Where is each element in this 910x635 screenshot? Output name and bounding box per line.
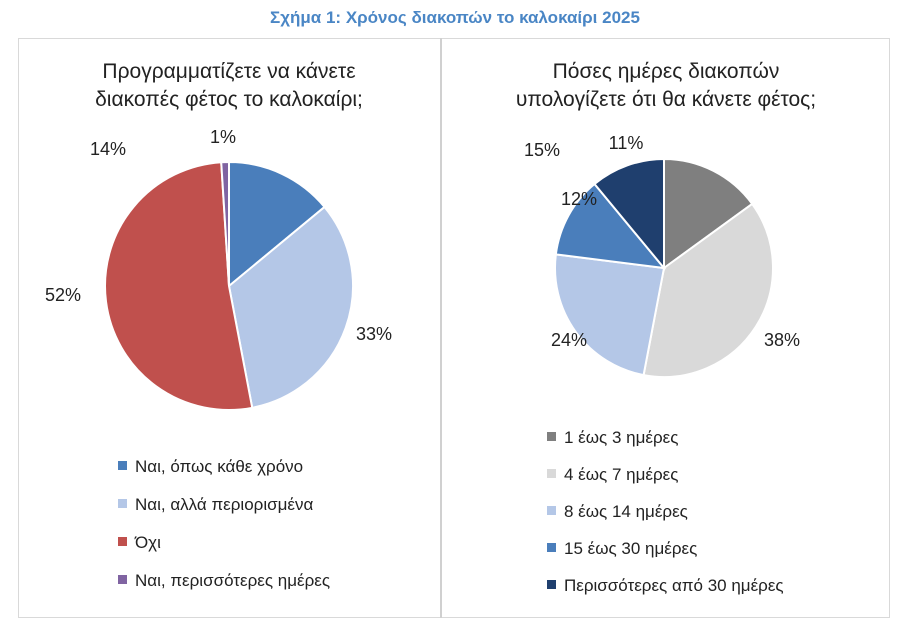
pie-slice-1-3	[554, 182, 667, 270]
pie-slice-1-2	[554, 253, 666, 377]
slice-label-1-4: 11%	[609, 133, 644, 153]
legend-item-0-0: Ναι, όπως κάθε χρόνο	[118, 455, 303, 479]
legend-label: Ναι, αλλά περιορισμένα	[135, 495, 314, 514]
slice-label-1-1: 38%	[764, 330, 800, 350]
legend-swatch	[547, 543, 556, 553]
right-chart-legend: 1 έως 3 ημέρες 4 έως 7 ημέρες 8 έως 14 ημέ…	[547, 426, 867, 616]
left-chart-panel: Προγραμματίζετε να κάνετε διακοπές φέτος…	[18, 38, 440, 618]
legend-swatch	[547, 506, 556, 516]
legend-label: Ναι, όπως κάθε χρόνο	[135, 457, 304, 476]
left-chart-title: Προγραμματίζετε να κάνετε διακοπές φέτος…	[18, 58, 440, 114]
legend-swatch	[118, 537, 127, 547]
left-chart-legend: Ναι, όπως κάθε χρόνο Ναι, αλλά περιορισμέ…	[118, 455, 418, 615]
legend-item-1-1: 4 έως 7 ημέρες	[547, 463, 678, 487]
legend-item-0-3: Ναι, περισσότερες ημέρες	[118, 569, 330, 593]
legend-label: 15 έως 30 ημέρες	[564, 539, 698, 558]
slice-label-0-2: 52%	[45, 285, 81, 305]
slice-label-1-0: 15%	[524, 140, 560, 160]
legend-label: 4 έως 7 ημέρες	[564, 465, 679, 484]
right-chart-title: Πόσες ημέρες διακοπών υπολογίζετε ότι θα…	[442, 58, 890, 114]
legend-swatch	[118, 575, 127, 585]
pie-slice-1-4	[593, 157, 665, 271]
pie-slice-0-1	[227, 205, 354, 409]
legend-label: 8 έως 14 ημέρες	[564, 502, 688, 521]
slice-label-1-2: 24%	[551, 330, 587, 350]
slice-label-0-1: 33%	[356, 324, 392, 344]
legend-label: Ναι, περισσότερες ημέρες	[135, 571, 331, 590]
legend-label: Περισσότερες από 30 ημέρες	[564, 576, 784, 595]
slice-label-0-0: 14%	[90, 139, 126, 159]
pie-slice-0-2	[104, 161, 254, 411]
legend-swatch	[118, 461, 127, 471]
legend-swatch	[118, 499, 127, 509]
right-chart-title-line-1: Πόσες ημέρες διακοπών	[552, 60, 780, 83]
slice-label-0-3: 1%	[210, 127, 236, 147]
pie-slice-1-0	[663, 157, 754, 270]
right-pie-chart: 15% 38% 24% 12% 11%	[524, 133, 800, 378]
pie-slice-0-3	[220, 160, 230, 287]
legend-swatch	[547, 432, 556, 442]
right-chart-panel: Πόσες ημέρες διακοπών υπολογίζετε ότι θα…	[442, 38, 890, 618]
slice-label-1-3: 12%	[561, 189, 597, 209]
pie-slice-1-1	[642, 202, 774, 378]
legend-item-1-2: 8 έως 14 ημέρες	[547, 500, 688, 524]
legend-item-0-1: Ναι, αλλά περιορισμένα	[118, 493, 313, 517]
legend-item-1-3: 15 έως 30 ημέρες	[547, 537, 697, 561]
legend-label: Όχι	[135, 533, 161, 552]
legend-label: 1 έως 3 ημέρες	[564, 428, 679, 447]
legend-item-1-0: 1 έως 3 ημέρες	[547, 426, 678, 450]
left-chart-title-line-2: διακοπές φέτος το καλοκαίρι;	[95, 88, 363, 111]
panel-divider	[440, 38, 442, 618]
left-chart-title-line-1: Προγραμματίζετε να κάνετε	[102, 60, 356, 83]
figure-frame	[18, 38, 890, 618]
pie-slice-0-0	[228, 160, 326, 289]
legend-item-0-2: Όχι	[118, 531, 161, 555]
legend-item-1-4: Περισσότερες από 30 ημέρες	[547, 574, 784, 598]
right-chart-title-line-2: υπολογίζετε ότι θα κάνετε φέτος;	[515, 88, 817, 111]
left-pie-chart: 14% 33% 52% 1%	[45, 127, 392, 411]
legend-swatch	[547, 580, 556, 590]
figure-title: Σχήμα 1: Χρόνος διακοπών το καλοκαίρι 20…	[270, 8, 640, 27]
legend-swatch	[547, 469, 556, 479]
